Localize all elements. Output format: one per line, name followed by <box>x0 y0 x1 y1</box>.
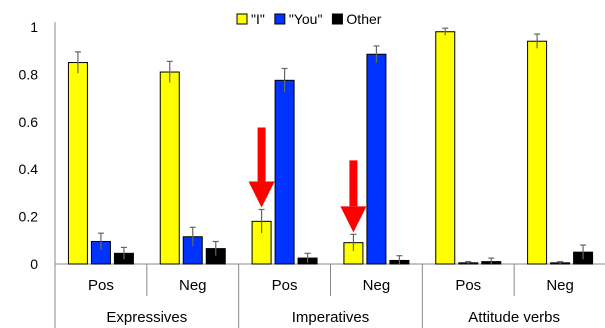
red-arrow-shaft <box>349 160 358 207</box>
x-group-label: Expressives <box>106 309 187 326</box>
red-arrow-shaft <box>257 127 266 182</box>
legend-label: "I" <box>251 11 265 27</box>
legend: "I" "You" Other <box>236 11 382 27</box>
y-tick-label: 0 <box>30 256 38 272</box>
x-category-label: Neg <box>546 277 574 294</box>
bar <box>274 79 295 265</box>
axis-layer: 0 0.2 0.4 0.6 0.8 1 Pos Neg Pos Neg Pos Neg Expressi… <box>19 19 605 328</box>
y-tick-label: 0.2 <box>19 209 39 225</box>
legend-swatch <box>331 13 343 25</box>
legend-swatch <box>274 13 286 25</box>
bars-layer <box>67 27 594 265</box>
red-arrow-head <box>248 181 275 208</box>
bar <box>159 71 180 265</box>
red-arrow-head <box>340 206 367 233</box>
bar <box>366 53 387 265</box>
y-tick-label: 0.8 <box>19 66 39 82</box>
bar <box>435 31 456 265</box>
x-category-label: Neg <box>179 277 207 294</box>
y-tick-label: 0.6 <box>19 114 39 130</box>
legend-label: Other <box>346 11 381 27</box>
x-group-label: Attitude verbs <box>468 309 560 326</box>
x-category-label: Neg <box>363 277 391 294</box>
x-category-label: Pos <box>88 277 114 294</box>
bar <box>67 62 88 265</box>
x-category-label: Pos <box>455 277 481 294</box>
bar <box>527 40 548 265</box>
x-category-label: Pos <box>272 277 298 294</box>
annotations-layer <box>248 127 367 233</box>
y-tick-label: 0.4 <box>19 161 39 177</box>
legend-label: "You" <box>289 11 323 27</box>
legend-swatch <box>236 13 248 25</box>
y-tick-label: 1 <box>30 19 38 35</box>
x-group-label: Imperatives <box>292 309 370 326</box>
